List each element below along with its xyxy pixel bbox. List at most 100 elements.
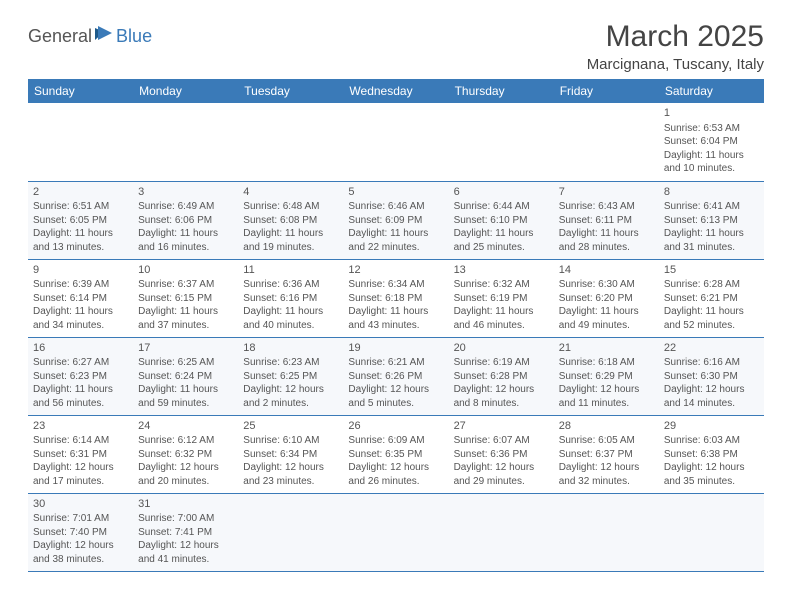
sunset-label: Sunset: [138,527,172,538]
calendar-cell: 5Sunrise: 6:46 AMSunset: 6:09 PMDaylight… [343,181,448,259]
daylight-line: Daylight: 12 hours and 26 minutes. [348,461,443,488]
sunset-label: Sunset: [664,371,698,382]
daylight-label: Daylight: [664,384,703,395]
sunset-line: Sunset: 6:23 PM [33,370,128,384]
sunrise-line: Sunrise: 6:23 AM [243,356,338,370]
sunrise-label: Sunrise: [33,513,70,524]
sunrise-label: Sunrise: [664,279,701,290]
sunset-line: Sunset: 6:16 PM [243,292,338,306]
sunrise-line: Sunrise: 6:21 AM [348,356,443,370]
sunset-value: 6:26 PM [385,371,422,382]
sunset-label: Sunset: [664,215,698,226]
day-header: Friday [554,79,659,103]
sunrise-value: 7:01 AM [72,513,109,524]
calendar-cell: 16Sunrise: 6:27 AMSunset: 6:23 PMDayligh… [28,337,133,415]
sunrise-label: Sunrise: [138,201,175,212]
header: General Blue March 2025 Marcignana, Tusc… [28,20,764,73]
daylight-label: Daylight: [138,462,177,473]
daylight-label: Daylight: [243,306,282,317]
sunset-value: 6:37 PM [595,449,632,460]
daylight-label: Daylight: [243,228,282,239]
daylight-line: Daylight: 11 hours and 59 minutes. [138,383,233,410]
sunset-label: Sunset: [33,215,67,226]
calendar-cell: 19Sunrise: 6:21 AMSunset: 6:26 PMDayligh… [343,337,448,415]
sunset-value: 6:11 PM [595,215,632,226]
day-number: 19 [348,341,443,356]
calendar-cell: 22Sunrise: 6:16 AMSunset: 6:30 PMDayligh… [659,337,764,415]
sunrise-line: Sunrise: 6:12 AM [138,434,233,448]
sunrise-value: 6:03 AM [703,435,740,446]
calendar-cell: 17Sunrise: 6:25 AMSunset: 6:24 PMDayligh… [133,337,238,415]
sunset-value: 6:15 PM [175,293,212,304]
daylight-line: Daylight: 12 hours and 20 minutes. [138,461,233,488]
daylight-label: Daylight: [454,306,493,317]
sunset-line: Sunset: 6:29 PM [559,370,654,384]
daylight-line: Daylight: 11 hours and 34 minutes. [33,305,128,332]
sunrise-label: Sunrise: [33,201,70,212]
calendar-cell: 25Sunrise: 6:10 AMSunset: 6:34 PMDayligh… [238,415,343,493]
calendar-table: SundayMondayTuesdayWednesdayThursdayFrid… [28,79,764,572]
day-header: Wednesday [343,79,448,103]
daylight-line: Daylight: 11 hours and 22 minutes. [348,227,443,254]
sunset-label: Sunset: [33,371,67,382]
location: Marcignana, Tuscany, Italy [587,56,764,73]
daylight-label: Daylight: [454,228,493,239]
sunset-label: Sunset: [559,293,593,304]
sunrise-value: 6:32 AM [493,279,530,290]
calendar-cell: 21Sunrise: 6:18 AMSunset: 6:29 PMDayligh… [554,337,659,415]
sunrise-label: Sunrise: [33,435,70,446]
sunset-value: 6:13 PM [701,215,738,226]
sunset-value: 6:04 PM [701,136,738,147]
sunset-label: Sunset: [138,371,172,382]
sunset-line: Sunset: 6:06 PM [138,214,233,228]
calendar-cell: 13Sunrise: 6:32 AMSunset: 6:19 PMDayligh… [449,259,554,337]
sunset-line: Sunset: 6:31 PM [33,448,128,462]
daylight-label: Daylight: [664,306,703,317]
daylight-label: Daylight: [33,540,72,551]
calendar-cell: 28Sunrise: 6:05 AMSunset: 6:37 PMDayligh… [554,415,659,493]
daylight-label: Daylight: [559,384,598,395]
calendar-cell [238,103,343,181]
sunset-label: Sunset: [138,449,172,460]
day-number: 30 [33,497,128,512]
day-number: 24 [138,419,233,434]
sunset-label: Sunset: [454,371,488,382]
sunrise-value: 6:14 AM [72,435,109,446]
sunrise-label: Sunrise: [243,435,280,446]
sunrise-line: Sunrise: 6:41 AM [664,200,759,214]
sunrise-value: 6:51 AM [72,201,109,212]
sunrise-line: Sunrise: 6:30 AM [559,278,654,292]
sunset-value: 6:36 PM [490,449,527,460]
sunset-label: Sunset: [664,136,698,147]
sunrise-line: Sunrise: 6:46 AM [348,200,443,214]
day-number: 18 [243,341,338,356]
sunset-line: Sunset: 7:41 PM [138,526,233,540]
calendar-cell [343,103,448,181]
day-number: 13 [454,263,549,278]
calendar-cell: 10Sunrise: 6:37 AMSunset: 6:15 PMDayligh… [133,259,238,337]
sunset-label: Sunset: [348,215,382,226]
flag-icon [94,26,114,47]
sunrise-value: 6:07 AM [493,435,530,446]
sunrise-line: Sunrise: 6:16 AM [664,356,759,370]
sunrise-value: 6:43 AM [598,201,635,212]
calendar-cell: 7Sunrise: 6:43 AMSunset: 6:11 PMDaylight… [554,181,659,259]
sunset-line: Sunset: 6:28 PM [454,370,549,384]
sunset-value: 6:30 PM [701,371,738,382]
calendar-cell: 3Sunrise: 6:49 AMSunset: 6:06 PMDaylight… [133,181,238,259]
daylight-line: Daylight: 11 hours and 49 minutes. [559,305,654,332]
sunset-label: Sunset: [559,371,593,382]
day-number: 26 [348,419,443,434]
sunrise-line: Sunrise: 6:10 AM [243,434,338,448]
daylight-label: Daylight: [559,228,598,239]
sunrise-label: Sunrise: [664,357,701,368]
sunrise-value: 6:25 AM [178,357,215,368]
sunrise-label: Sunrise: [243,279,280,290]
daylight-label: Daylight: [664,150,703,161]
day-number: 11 [243,263,338,278]
sunset-value: 6:24 PM [175,371,212,382]
daylight-label: Daylight: [33,462,72,473]
day-number: 21 [559,341,654,356]
daylight-label: Daylight: [33,228,72,239]
sunrise-value: 6:18 AM [598,357,635,368]
